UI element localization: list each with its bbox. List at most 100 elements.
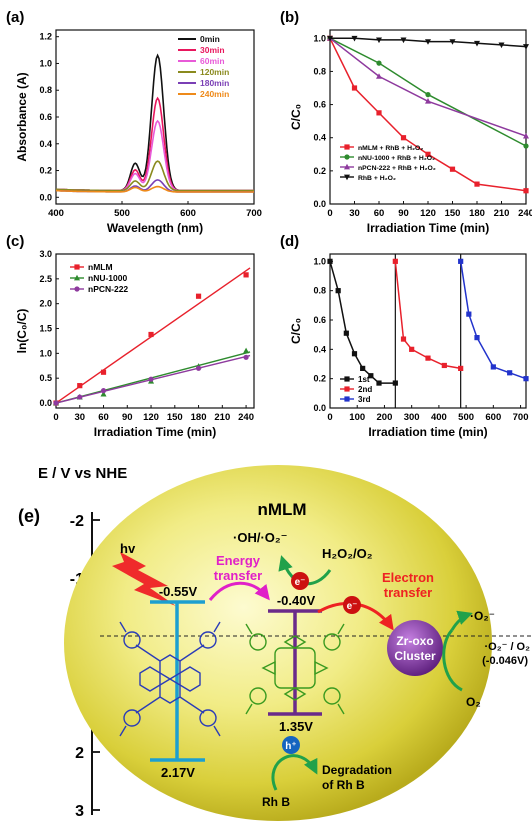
data-point <box>195 365 202 371</box>
legend-label: nMLM <box>88 262 113 272</box>
data-point <box>327 258 333 264</box>
oxygen-label: O₂ <box>466 695 481 709</box>
data-point <box>425 39 431 45</box>
x-tick-label: 210 <box>494 208 510 219</box>
x-tick-label: 30 <box>349 208 360 219</box>
legend-label: 60min <box>200 56 225 66</box>
energy-tick-label: 2 <box>75 745 84 762</box>
legend-label: nPCN-222 + RhB + H₂O₂ <box>358 165 436 172</box>
zr-oxo-cluster <box>387 620 443 676</box>
data-point <box>490 364 496 370</box>
porphyrin-lumo-label: -0.40V <box>277 593 316 608</box>
series-line <box>329 37 527 137</box>
x-tick-label: 180 <box>469 208 485 219</box>
data-point <box>400 135 407 141</box>
y-tick-label: 0.4 <box>313 133 326 143</box>
data-point <box>368 373 374 379</box>
legend-marker <box>344 376 350 382</box>
x-tick-label: 700 <box>246 208 262 219</box>
y-tick-label: 0.8 <box>313 66 326 76</box>
superoxide-arrow-head <box>450 610 473 631</box>
legend-label: nMLM + RhB + H₂O₂ <box>358 145 423 152</box>
data-point <box>148 331 154 338</box>
couple-label-1: ·O₂⁻ / O₂ <box>484 641 530 653</box>
energy-axis-title: E / V vs NHE <box>38 465 127 482</box>
y-tick-label: 2.0 <box>39 299 52 309</box>
ligand-molecule-icon <box>119 621 221 737</box>
superoxide-label: ·O₂⁻ <box>470 609 495 623</box>
x-tick-label: 600 <box>485 412 501 423</box>
legend-label: 2nd <box>358 385 372 394</box>
data-point <box>392 258 398 264</box>
light-label: hv <box>120 541 136 556</box>
x-tick-label: 0 <box>53 412 58 423</box>
data-point <box>243 272 249 278</box>
data-point <box>100 388 107 394</box>
series-line <box>55 185 254 193</box>
energy-tick-label: -2 <box>70 513 84 530</box>
y-tick-label: 1.2 <box>39 32 52 42</box>
y-tick-label: 0.2 <box>39 166 52 176</box>
x-tick-label: 400 <box>431 412 447 423</box>
data-point <box>400 37 407 44</box>
y-tick-label: 2.5 <box>39 274 52 284</box>
x-tick-label: 400 <box>48 208 64 219</box>
y-tick-label: 0.6 <box>313 315 326 325</box>
y-axis-title: Absorbance (A) <box>15 72 29 161</box>
legend-label: 180min <box>200 78 229 88</box>
data-point <box>243 347 250 354</box>
x-axis-title: Irradiation Time (min) <box>94 425 216 439</box>
electron-label-transfer: e⁻ <box>347 601 358 612</box>
x-tick-label: 700 <box>513 412 529 423</box>
y-tick-label: 0.6 <box>39 112 52 122</box>
data-point <box>195 293 202 299</box>
x-axis-title: Wavelength (nm) <box>107 221 203 235</box>
legend-label: nNU-1000 <box>88 273 127 283</box>
data-point <box>243 354 249 360</box>
series-line <box>56 160 254 192</box>
data-point <box>400 336 407 342</box>
hole-icon <box>282 736 300 754</box>
x-axis-title: Irradiation time (min) <box>368 425 487 439</box>
series-line <box>329 261 396 384</box>
data-point <box>376 37 382 44</box>
y-tick-label: 0.2 <box>313 166 326 176</box>
chart-panel-c: 0 30 60 90 120 150 180 210 240 0.0 0.5 1.0 1.5 2.0 2.5… <box>15 249 255 439</box>
y-tick-label: 0.0 <box>39 398 52 408</box>
data-point <box>425 151 431 157</box>
porphyrin-molecule-icon <box>245 623 345 715</box>
legend-marker <box>344 154 350 160</box>
legend-label: nPCN-222 <box>88 284 128 294</box>
y-tick-label: 0.4 <box>39 139 52 149</box>
data-point <box>425 92 431 98</box>
cluster-label-1: Zr-oxo <box>396 634 433 648</box>
legend-label: 120min <box>200 67 229 77</box>
x-axis-title: Irradiation Time (min) <box>367 221 489 235</box>
legend-marker <box>344 144 350 150</box>
data-point <box>523 188 529 194</box>
nmlm-sphere <box>64 465 492 821</box>
y-tick-label: 0.8 <box>313 286 326 296</box>
data-point <box>100 390 107 397</box>
scheme-panel-e: E / V vs NHE (e) -2 -1 0 1 2 3 nMLM hv <box>18 465 532 821</box>
energy-transfer-label-1: Energy <box>216 553 261 568</box>
degradation-label-2: of Rh B <box>322 778 365 792</box>
data-point <box>474 40 480 47</box>
cluster-label-2: Cluster <box>394 649 436 663</box>
x-tick-label: 200 <box>377 412 393 423</box>
legend-label: 1st <box>358 375 370 384</box>
data-point <box>335 288 341 294</box>
data-point <box>425 355 431 361</box>
data-point <box>474 335 480 341</box>
y-tick-label: 0.5 <box>39 373 52 383</box>
x-tick-label: 120 <box>420 208 436 219</box>
panel-label-e: (e) <box>18 506 40 526</box>
energy-transfer-arrow <box>208 581 270 601</box>
panel-label-d: (d) <box>280 233 299 250</box>
y-tick-label: 0.6 <box>313 100 326 110</box>
sphere-label: nMLM <box>257 500 306 519</box>
series-line <box>459 261 527 380</box>
x-tick-label: 150 <box>445 208 461 219</box>
energy-transfer-label-2: transfer <box>214 568 262 583</box>
oxidant-label: H₂O₂/O₂ <box>322 546 373 561</box>
